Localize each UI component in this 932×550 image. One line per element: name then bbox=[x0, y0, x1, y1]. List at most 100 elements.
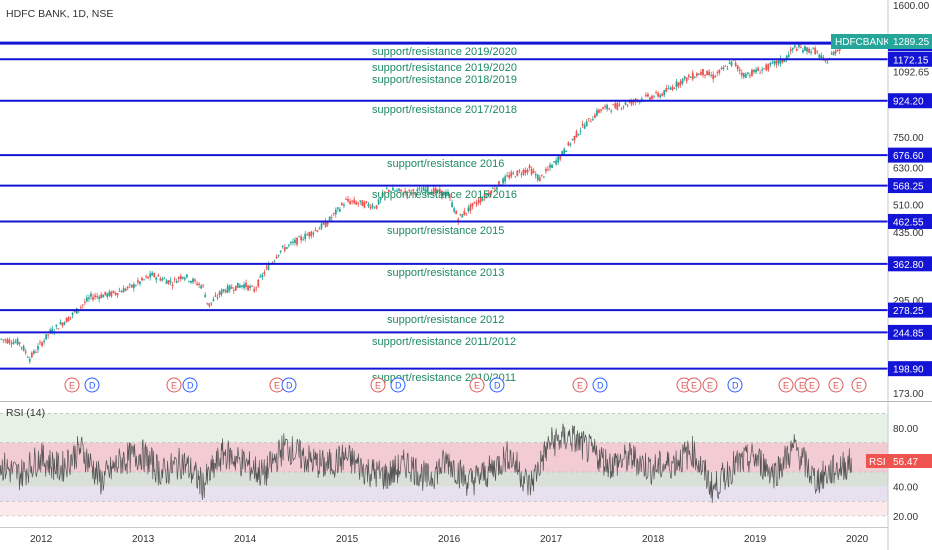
candle-body bbox=[787, 54, 790, 58]
candle-body bbox=[310, 231, 313, 237]
chart-title[interactable]: HDFC BANK, 1D, NSE bbox=[6, 8, 113, 20]
candle-body bbox=[785, 56, 788, 59]
candle-body bbox=[216, 297, 219, 299]
candle-body bbox=[151, 272, 154, 276]
candle-body bbox=[92, 297, 94, 300]
candle-body bbox=[190, 281, 192, 283]
price-tick-label: 295.00 bbox=[893, 296, 924, 307]
candle-body bbox=[606, 104, 609, 110]
candle-body bbox=[730, 61, 733, 66]
rsi-band bbox=[0, 486, 888, 502]
event-marker-letter: E bbox=[69, 381, 75, 391]
level-price-tag-label: 1172.15 bbox=[893, 55, 929, 66]
candle-body bbox=[449, 197, 451, 198]
candle-body bbox=[610, 110, 613, 112]
candle-body bbox=[749, 75, 751, 77]
candle-body bbox=[149, 273, 152, 278]
candle-body bbox=[665, 88, 668, 92]
candle-body bbox=[67, 317, 70, 322]
rsi-last-value-tag bbox=[888, 454, 932, 468]
candle-body bbox=[145, 276, 147, 278]
event-marker-icon[interactable] bbox=[592, 377, 608, 393]
candle-body bbox=[443, 191, 445, 196]
candle-body bbox=[736, 65, 739, 69]
candle-body bbox=[377, 199, 380, 205]
candle-body bbox=[239, 285, 241, 288]
event-marker-icon[interactable] bbox=[166, 377, 182, 393]
event-marker-icon[interactable] bbox=[182, 377, 198, 393]
candle-body bbox=[367, 203, 370, 207]
candle-body bbox=[759, 72, 762, 74]
event-marker-icon[interactable] bbox=[828, 377, 844, 393]
event-marker-icon[interactable] bbox=[572, 377, 588, 393]
rsi-tick-label: 20.00 bbox=[893, 512, 918, 523]
candle-body bbox=[141, 277, 143, 281]
candle-body bbox=[655, 92, 657, 93]
event-marker-icon[interactable] bbox=[84, 377, 100, 393]
time-tick-label: 2016 bbox=[438, 534, 461, 545]
candle-body bbox=[644, 94, 647, 97]
candle-body bbox=[626, 104, 629, 106]
candle-body bbox=[410, 192, 413, 195]
candle-body bbox=[200, 285, 203, 289]
event-marker-letter: E bbox=[707, 381, 713, 391]
candle-body bbox=[116, 293, 119, 296]
event-marker-icon[interactable] bbox=[469, 377, 485, 393]
candle-body bbox=[39, 342, 41, 344]
level-annotation: support/resistance 2019/2020 bbox=[372, 62, 517, 74]
candle-body bbox=[575, 131, 578, 138]
candle-body bbox=[465, 212, 468, 214]
candle-body bbox=[0, 338, 3, 340]
candle-body bbox=[640, 98, 643, 100]
symbol-tag bbox=[831, 34, 888, 49]
event-marker-icon[interactable] bbox=[804, 377, 820, 393]
candle-body bbox=[661, 93, 664, 96]
candle-body bbox=[714, 76, 717, 78]
event-marker-letter: E bbox=[375, 381, 381, 391]
candle-body bbox=[214, 295, 217, 297]
event-marker-icon[interactable] bbox=[851, 377, 867, 393]
candle-body bbox=[549, 164, 551, 168]
candle-body bbox=[228, 285, 231, 291]
event-marker-letter: E bbox=[474, 381, 480, 391]
candle-body bbox=[498, 181, 500, 186]
candle-body bbox=[379, 197, 382, 200]
event-marker-icon[interactable] bbox=[686, 377, 702, 393]
price-candles bbox=[0, 37, 853, 364]
candle-body bbox=[496, 187, 498, 190]
candle-body bbox=[565, 150, 568, 153]
candle-body bbox=[322, 222, 325, 225]
event-marker-icon[interactable] bbox=[281, 377, 297, 393]
candle-body bbox=[616, 103, 619, 110]
candle-body bbox=[802, 50, 804, 53]
event-marker-icon[interactable] bbox=[778, 377, 794, 393]
candle-body bbox=[210, 302, 213, 304]
event-marker-icon[interactable] bbox=[727, 377, 743, 393]
candle-body bbox=[218, 291, 221, 295]
level-annotation: support/resistance 2011/2012 bbox=[372, 336, 516, 348]
event-marker-icon[interactable] bbox=[64, 377, 80, 393]
candle-body bbox=[671, 86, 674, 91]
event-marker-letter: D bbox=[597, 381, 604, 391]
candle-body bbox=[689, 77, 692, 79]
event-marker-icon[interactable] bbox=[489, 377, 505, 393]
candle-body bbox=[698, 73, 700, 75]
event-marker-icon[interactable] bbox=[702, 377, 718, 393]
event-marker-icon[interactable] bbox=[370, 377, 386, 393]
rsi-plot bbox=[0, 423, 853, 504]
rsi-title[interactable]: RSI (14) bbox=[6, 407, 45, 419]
candle-body bbox=[353, 199, 356, 204]
candle-body bbox=[710, 75, 713, 77]
candle-body bbox=[263, 272, 266, 275]
candle-body bbox=[2, 339, 5, 341]
candle-body bbox=[357, 203, 360, 204]
candle-body bbox=[241, 285, 243, 287]
candle-body bbox=[579, 130, 582, 132]
candle-body bbox=[428, 192, 431, 194]
candle-body bbox=[418, 188, 421, 190]
candle-body bbox=[143, 279, 145, 281]
candle-body bbox=[481, 198, 484, 201]
event-marker-icon[interactable] bbox=[390, 377, 406, 393]
level-annotation: support/resistance 2013 bbox=[387, 267, 504, 279]
candle-body bbox=[114, 292, 117, 295]
